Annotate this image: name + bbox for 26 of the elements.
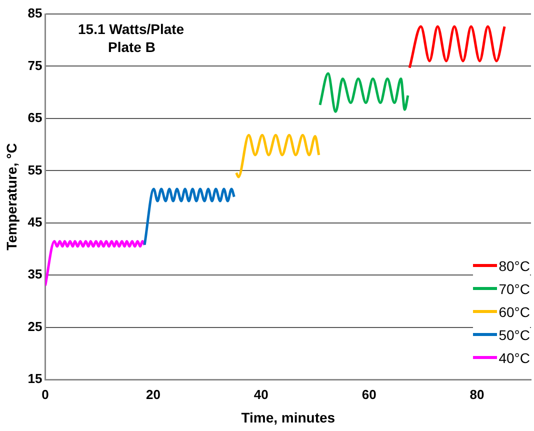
- x-tick-label: 80: [470, 386, 484, 402]
- x-tick-label: 20: [146, 386, 160, 402]
- x-axis-title: Time, minutes: [241, 409, 336, 426]
- y-tick-label: 65: [28, 110, 42, 126]
- text: Plate B: [107, 38, 156, 56]
- x-tick-label: 40: [254, 386, 268, 402]
- legend-label: 80°C: [498, 258, 530, 274]
- y-tick-label: 55: [28, 162, 42, 178]
- y-tick-label: 85: [28, 6, 42, 21]
- y-tick-label: 45: [28, 214, 42, 230]
- y-tick-label: 35: [28, 266, 42, 282]
- legend-label: 60°C: [498, 304, 530, 320]
- line-series: [45, 240, 146, 287]
- y-tick-label: 15: [28, 371, 42, 386]
- y-tick-label: 25: [28, 318, 42, 334]
- line-series: [143, 188, 236, 246]
- x-tick-label: 60: [362, 386, 376, 402]
- line-series: [235, 134, 320, 178]
- y-tick-label: 75: [28, 58, 42, 73]
- legend-label: 40°C: [498, 350, 530, 366]
- legend-label: 70°C: [498, 280, 530, 296]
- y-axis-title: Temperature, °C: [3, 143, 20, 250]
- line-series: [318, 72, 410, 113]
- x-tick-label: 0: [42, 386, 49, 402]
- legend-label: 50°C: [498, 326, 530, 342]
- text: 15.1 Watts/Plate: [78, 20, 184, 38]
